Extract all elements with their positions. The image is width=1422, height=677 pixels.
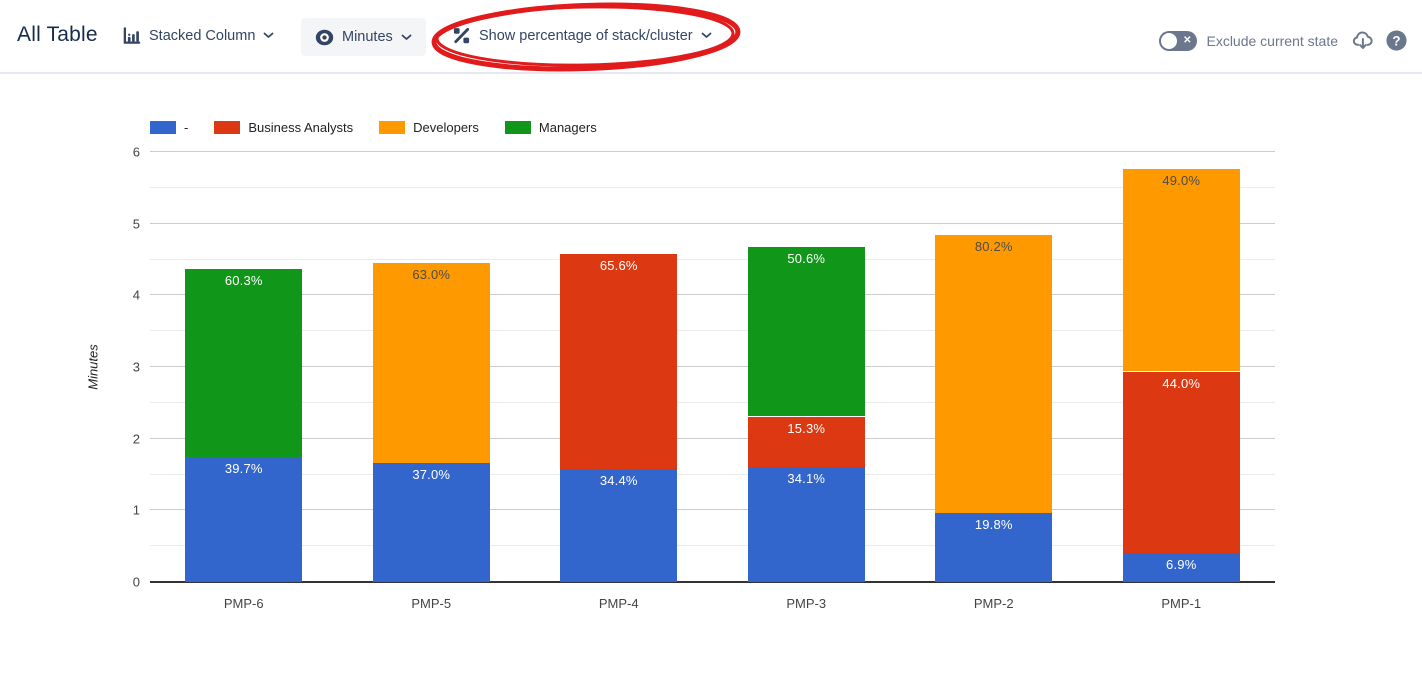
x-axis-label: PMP-2 [973, 596, 1014, 611]
cloud-download-icon [1352, 31, 1373, 49]
bar-segment[interactable]: 6.9% [1122, 553, 1240, 582]
minor-gridline [150, 545, 1275, 547]
bar-percent-label: 39.7% [224, 461, 263, 477]
minor-gridline [150, 473, 1275, 475]
x-axis-label: PMP-1 [1161, 596, 1202, 611]
x-axis-label: PMP-4 [598, 596, 639, 611]
chevron-down-icon [701, 32, 711, 38]
bar-segment[interactable]: 63.0% [372, 261, 490, 464]
bar-percent-label: 60.3% [224, 273, 263, 289]
svg-text:?: ? [1392, 33, 1400, 48]
percent-icon [453, 27, 470, 44]
legend-label: Developers [413, 120, 479, 135]
major-gridline [150, 509, 1275, 511]
bar-segment[interactable]: 39.7% [185, 457, 303, 582]
bar-segment[interactable]: 44.0% [1122, 370, 1240, 554]
legend-item: - [150, 120, 188, 135]
bar-segment[interactable]: 34.1% [747, 467, 865, 582]
bar-percent-label: 34.4% [599, 472, 638, 488]
minor-gridline [150, 330, 1275, 332]
help-button[interactable]: ? [1385, 29, 1408, 52]
chevron-down-icon [263, 32, 274, 38]
x-axis-label: PMP-6 [223, 596, 264, 611]
minor-gridline [150, 401, 1275, 403]
bar-percent-label: 15.3% [787, 420, 826, 436]
y-tick-label: 2 [132, 431, 140, 447]
minor-gridline [150, 186, 1275, 188]
major-gridline [150, 294, 1275, 296]
y-tick-label: 5 [132, 216, 140, 232]
major-gridline [150, 222, 1275, 224]
bar-percent-label: 50.6% [787, 250, 826, 266]
legend-item: Developers [379, 120, 479, 135]
bar-percent-label: 34.1% [787, 471, 826, 487]
export-download-button[interactable] [1350, 28, 1376, 53]
question-mark-icon: ? [1386, 30, 1407, 51]
bar-segment[interactable]: 49.0% [1122, 167, 1240, 371]
legend-item: Business Analysts [214, 120, 353, 135]
legend-swatch [150, 121, 176, 134]
bar-segment[interactable]: 19.8% [935, 513, 1053, 582]
bar-percent-label: 80.2% [974, 238, 1013, 254]
toggle-knob [1161, 32, 1178, 49]
legend-swatch [504, 121, 531, 134]
major-gridline [150, 437, 1275, 439]
y-tick-label: 3 [132, 359, 140, 375]
legend-label: Business Analysts [248, 120, 354, 135]
toolbar: All Table Stacked Column Minutes [0, 0, 1422, 74]
bar-percent-label: 37.0% [412, 467, 451, 483]
bar-percent-label: 6.9% [1166, 557, 1197, 573]
bar-percent-label: 44.0% [1162, 375, 1201, 391]
toolbar-right-cluster: ✕ Exclude current state ? [1159, 28, 1408, 53]
plot-area: 39.7% 60.3% 37.0% 63.0% 34.4% 65.6% 34.1% 15.3%… [150, 151, 1275, 583]
toggle-off-x-icon: ✕ [1183, 34, 1192, 46]
legend-label: - [184, 120, 189, 135]
exclude-current-state-label: Exclude current state [1206, 32, 1338, 49]
bar-percent-label: 65.6% [599, 258, 638, 274]
bar-percent-label: 63.0% [412, 266, 451, 282]
x-axis-label: PMP-5 [411, 596, 452, 611]
legend-label: Managers [538, 120, 597, 135]
bar-segment[interactable]: 60.3% [185, 268, 303, 458]
y-tick-label: 0 [132, 574, 140, 590]
stacked-column-icon [123, 27, 141, 44]
exclude-current-state-toggle[interactable]: ✕ [1159, 30, 1198, 51]
unit-label: Minutes [342, 29, 393, 45]
y-tick-label: 1 [132, 502, 140, 518]
bar-segment[interactable]: 15.3% [747, 415, 865, 468]
legend-swatch [214, 121, 241, 134]
bar-segment[interactable]: 37.0% [372, 463, 490, 582]
bar-percent-label: 19.8% [974, 517, 1013, 533]
bar-percent-label: 49.0% [1162, 172, 1201, 188]
x-axis-baseline [150, 581, 1275, 583]
chart-legend: - Business Analysts Developers Managers [150, 120, 597, 135]
unit-dropdown[interactable]: Minutes [301, 18, 426, 56]
chart-type-dropdown[interactable]: Stacked Column [122, 26, 274, 45]
bar-segment[interactable]: 80.2% [935, 233, 1053, 514]
page-title: All Table [17, 23, 98, 46]
major-gridline [150, 366, 1275, 367]
chart-region: - Business Analysts Developers Managers Min… [0, 76, 1422, 677]
bar-segment[interactable]: 65.6% [560, 253, 678, 469]
chart-type-label: Stacked Column [149, 27, 256, 44]
x-axis-label: PMP-3 [786, 596, 827, 611]
legend-item: Managers [504, 120, 597, 135]
major-gridline [150, 151, 1275, 152]
minor-gridline [150, 258, 1275, 260]
legend-swatch [379, 121, 406, 134]
percentage-dropdown[interactable]: Show percentage of stack/cluster [452, 26, 712, 45]
bar-segment[interactable]: 34.4% [560, 468, 678, 582]
bar-segment[interactable]: 50.6% [747, 245, 865, 416]
eye-icon [315, 29, 334, 45]
y-tick-label: 4 [132, 287, 140, 303]
percentage-label: Show percentage of stack/cluster [479, 27, 693, 44]
chevron-down-icon [401, 34, 412, 40]
y-tick-label: 6 [132, 144, 140, 160]
